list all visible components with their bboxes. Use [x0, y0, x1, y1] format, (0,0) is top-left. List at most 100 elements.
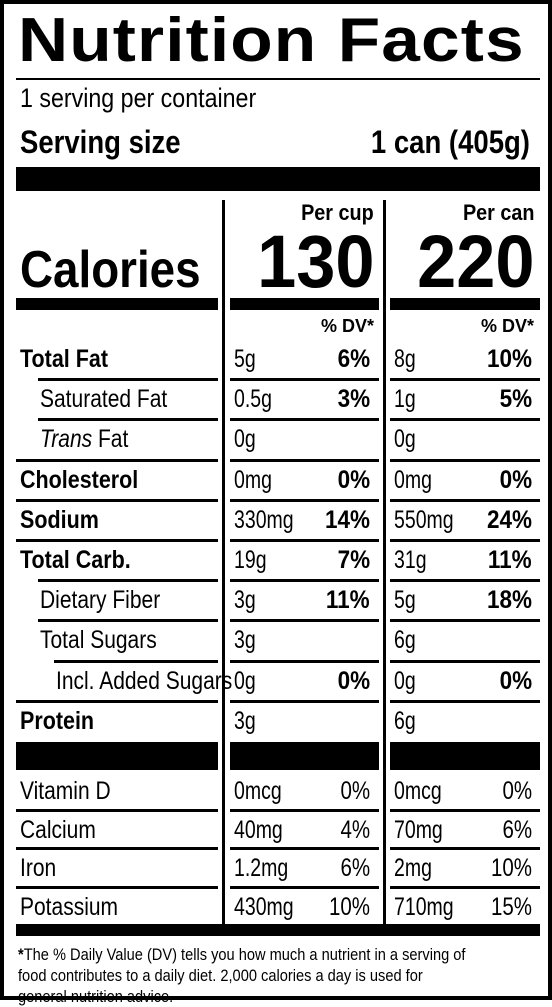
can-daily-value: 5%	[499, 385, 532, 413]
row-divider	[390, 378, 540, 381]
row-divider	[38, 619, 218, 622]
cup-amount: 19g	[234, 546, 267, 574]
can-daily-value: 15%	[490, 893, 532, 921]
row-divider	[230, 619, 379, 622]
cup-daily-value: 6%	[340, 854, 370, 882]
can-amount: 8g	[394, 345, 416, 373]
cup-amount: 3g	[234, 707, 256, 735]
can-amount: 6g	[394, 707, 416, 735]
cup-amount: 330mg	[234, 506, 294, 534]
row-divider	[390, 459, 540, 462]
cup-daily-value: 10%	[328, 893, 370, 921]
row-divider	[230, 660, 379, 663]
can-amount: 710mg	[394, 893, 454, 921]
footnote-text: The % Daily Value (DV) tells you how muc…	[18, 945, 466, 1006]
row-divider	[54, 660, 218, 663]
vitamin-bar	[230, 742, 379, 770]
nutrient-name: Total Sugars	[40, 626, 157, 654]
row-divider	[230, 459, 379, 462]
nutrient-name: Protein	[20, 707, 95, 735]
footnote: *The % Daily Value (DV) tells you how mu…	[18, 944, 474, 1007]
row-divider	[38, 418, 218, 421]
cup-amount: 0g	[234, 425, 256, 453]
can-amount: 70mg	[394, 816, 443, 844]
cup-amount: 0g	[234, 667, 256, 695]
cup-daily-value: 0%	[340, 777, 370, 805]
vitamin-name: Vitamin D	[20, 777, 111, 805]
can-daily-value: 10%	[490, 854, 532, 882]
can-amount: 0g	[394, 425, 416, 453]
cup-amount: 40mg	[234, 816, 283, 844]
per-can-header: Per can	[462, 200, 534, 225]
can-daily-value: 11%	[488, 546, 532, 574]
serving-size-value: 1 can (405g)	[370, 124, 530, 160]
cup-amount: 3g	[234, 626, 256, 654]
nutrient-name: Total Fat	[20, 345, 108, 373]
row-divider	[16, 539, 218, 542]
nutrient-name: Dietary Fiber	[40, 586, 161, 614]
calories-bar	[16, 298, 218, 310]
per-cup-header: Per cup	[301, 200, 374, 225]
nutrient-name-rest: Fat	[92, 425, 129, 453]
can-amount: 6g	[394, 626, 416, 654]
nutrient-name: Trans Fat	[40, 420, 128, 458]
calories-bar	[230, 298, 379, 310]
can-amount: 5g	[394, 586, 416, 614]
row-divider	[390, 700, 540, 703]
cup-daily-value: 4%	[340, 816, 370, 844]
column-divider	[222, 200, 225, 924]
row-divider	[390, 660, 540, 663]
servings-per-container: 1 serving per container	[20, 83, 257, 113]
row-divider	[230, 499, 379, 502]
cup-amount: 3g	[234, 586, 256, 614]
serving-size-label: Serving size	[20, 124, 181, 160]
row-divider	[390, 579, 540, 582]
can-daily-value: 18%	[486, 586, 532, 614]
cup-amount: 5g	[234, 345, 256, 373]
calories-per-cup: 130	[256, 220, 374, 303]
cup-daily-value: 0%	[337, 667, 370, 695]
row-divider	[16, 459, 218, 462]
row-divider	[390, 809, 540, 812]
row-divider	[390, 847, 540, 850]
row-divider	[230, 886, 379, 889]
thick-bar	[16, 167, 540, 191]
vitamin-name: Potassium	[20, 893, 119, 921]
row-divider	[230, 378, 379, 381]
cup-amount: 0mcg	[234, 777, 282, 805]
row-divider	[230, 847, 379, 850]
row-divider	[16, 809, 218, 812]
cup-amount: 1.2mg	[234, 854, 289, 882]
calories-bar	[390, 298, 540, 310]
row-divider	[230, 700, 379, 703]
vitamin-bar	[16, 742, 218, 770]
row-divider	[230, 809, 379, 812]
row-divider	[230, 418, 379, 421]
cup-daily-value: 0%	[337, 466, 370, 494]
calories-per-can: 220	[416, 220, 534, 303]
dv-header-can: % DV*	[480, 316, 534, 336]
can-amount: 0g	[394, 667, 416, 695]
row-divider	[390, 539, 540, 542]
footnote-star: *	[18, 945, 24, 964]
can-amount: 1g	[394, 385, 416, 413]
cup-daily-value: 3%	[337, 385, 370, 413]
row-divider	[390, 499, 540, 502]
row-divider	[390, 619, 540, 622]
row-divider	[16, 499, 218, 502]
vitamin-name: Calcium	[20, 816, 96, 844]
vitamin-bar	[390, 742, 540, 770]
cup-daily-value: 11%	[326, 586, 370, 614]
cup-amount: 0.5g	[234, 385, 272, 413]
row-divider	[38, 378, 218, 381]
can-daily-value: 0%	[499, 466, 532, 494]
nutrient-name: Saturated Fat	[40, 385, 168, 413]
can-amount: 0mg	[394, 466, 432, 494]
row-divider	[16, 886, 218, 889]
label-title: Nutrition Facts	[18, 6, 525, 75]
cup-daily-value: 6%	[337, 345, 370, 373]
row-divider	[390, 886, 540, 889]
nutrient-name-italic: Trans	[40, 425, 93, 453]
cup-amount: 430mg	[234, 893, 294, 921]
